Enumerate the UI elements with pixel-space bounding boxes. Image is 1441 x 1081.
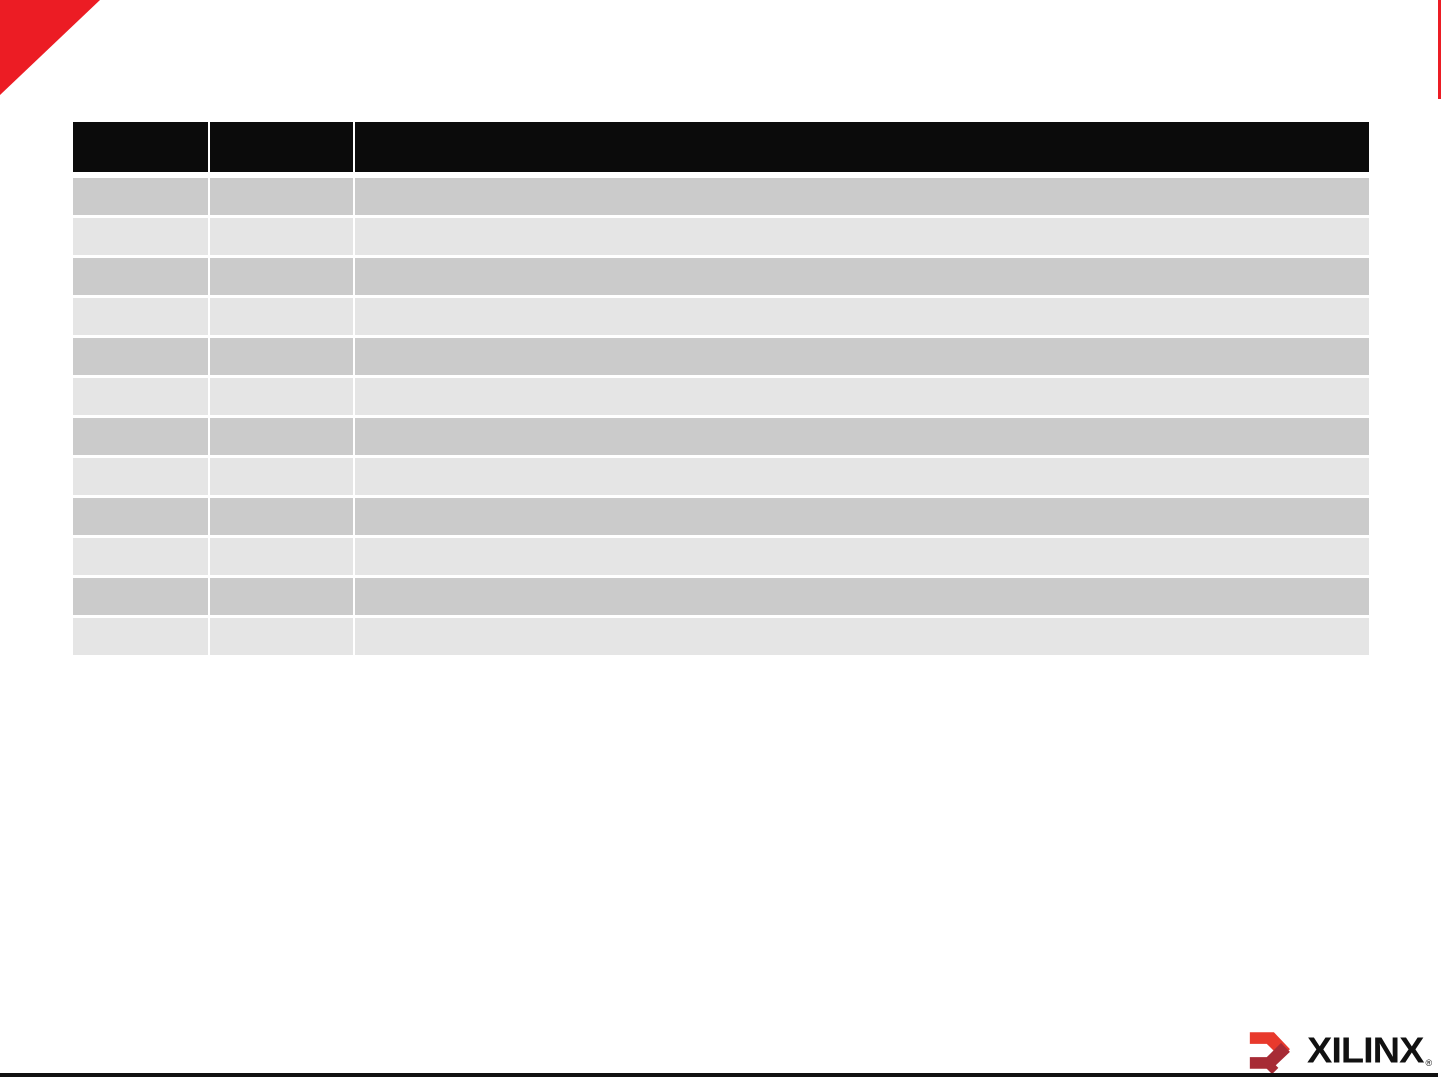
table-cell — [355, 498, 1369, 535]
table-cell — [210, 578, 353, 615]
table-cell — [73, 498, 208, 535]
table-row — [73, 378, 1369, 415]
table-cell — [210, 538, 353, 575]
table-cell — [210, 378, 353, 415]
table-cell — [355, 618, 1369, 655]
registered-trademark-symbol: ® — [1425, 1058, 1433, 1068]
table-cell — [210, 498, 353, 535]
table-row — [73, 418, 1369, 455]
table-cell — [210, 218, 353, 255]
table-cell — [210, 418, 353, 455]
corner-accent-triangle — [0, 0, 100, 95]
table-header-cell — [210, 122, 353, 172]
table-header-row — [73, 122, 1369, 172]
table-cell — [355, 458, 1369, 495]
footer-rule — [0, 1073, 1438, 1077]
xilinx-x-icon — [1249, 1032, 1290, 1075]
table-cell — [355, 538, 1369, 575]
table-row — [73, 618, 1369, 655]
table-body — [73, 178, 1369, 655]
table-cell — [73, 258, 208, 295]
table-row — [73, 578, 1369, 615]
table-header-cell — [355, 122, 1369, 172]
data-table — [73, 122, 1369, 655]
table-cell — [73, 618, 208, 655]
table-cell — [355, 298, 1369, 335]
table-row — [73, 458, 1369, 495]
table-cell — [355, 578, 1369, 615]
table-row — [73, 498, 1369, 535]
table-header-cell — [73, 122, 208, 172]
table-cell — [355, 338, 1369, 375]
table-cell — [73, 298, 208, 335]
table-cell — [73, 538, 208, 575]
table-row — [73, 218, 1369, 255]
table-row — [73, 538, 1369, 575]
table-cell — [73, 458, 208, 495]
table-cell — [210, 298, 353, 335]
table-cell — [355, 218, 1369, 255]
table-cell — [210, 178, 353, 215]
table-row — [73, 298, 1369, 335]
xilinx-wordmark: XILINX — [1307, 1030, 1424, 1071]
table-row — [73, 178, 1369, 215]
table-row — [73, 338, 1369, 375]
table-cell — [355, 178, 1369, 215]
table-cell — [73, 178, 208, 215]
table-cell — [355, 378, 1369, 415]
xilinx-logo: XILINX ® — [1248, 1026, 1432, 1075]
table-cell — [210, 338, 353, 375]
table-cell — [73, 378, 208, 415]
table-cell — [210, 458, 353, 495]
table-cell — [73, 578, 208, 615]
table-cell — [210, 618, 353, 655]
table-cell — [355, 258, 1369, 295]
table-cell — [73, 218, 208, 255]
table-cell — [73, 418, 208, 455]
table-cell — [73, 338, 208, 375]
table-row — [73, 258, 1369, 295]
right-edge-accent-line — [1438, 0, 1441, 99]
table-cell — [210, 258, 353, 295]
table-cell — [355, 418, 1369, 455]
